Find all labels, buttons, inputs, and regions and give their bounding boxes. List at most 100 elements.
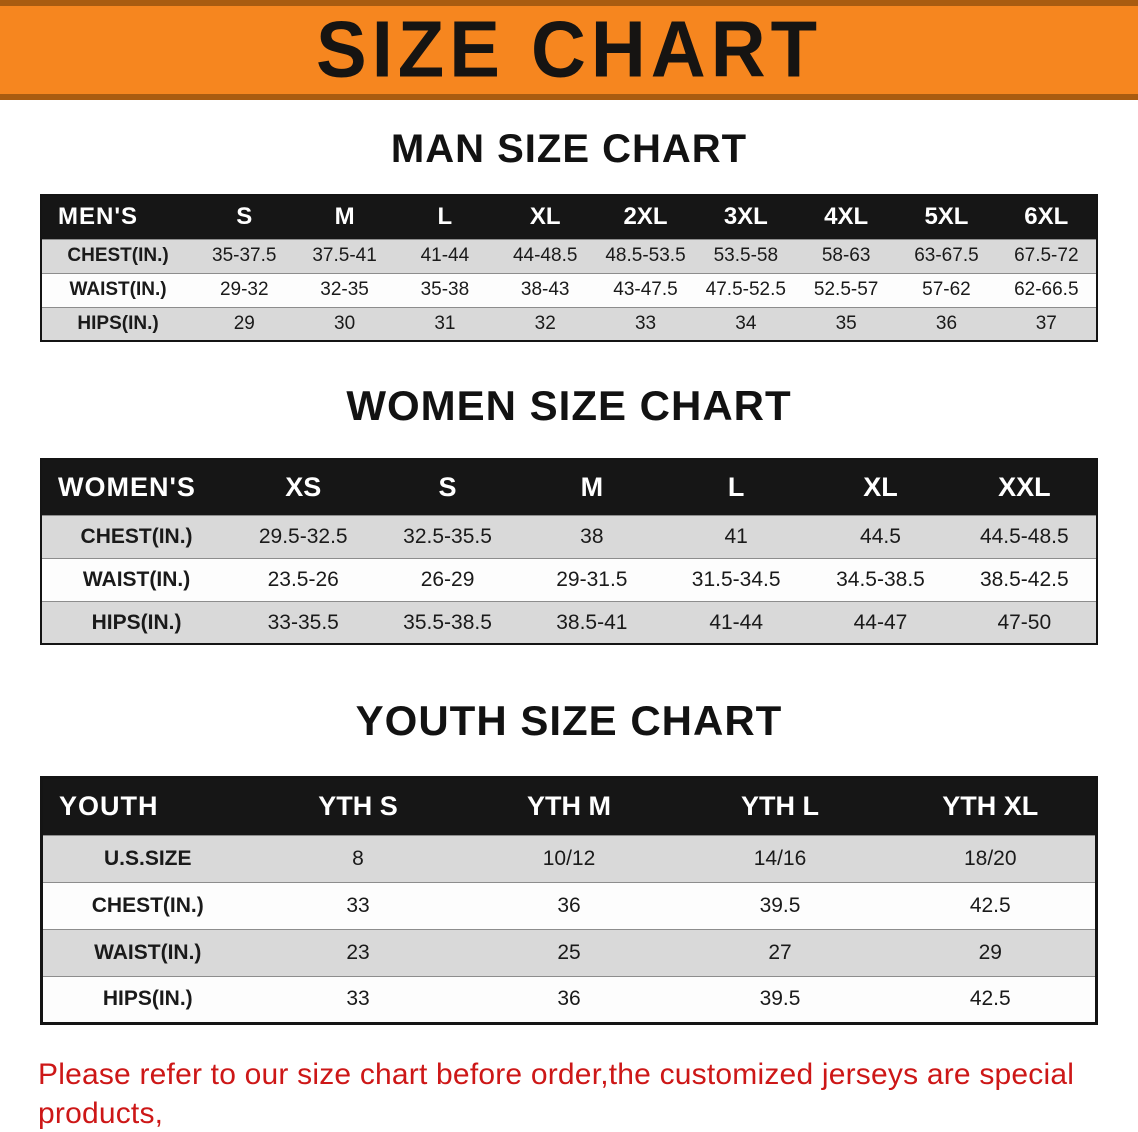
size-column-header: YTH S bbox=[252, 777, 464, 836]
table-header-row: MEN'S S M L XL 2XL 3XL 4XL 5XL 6XL bbox=[41, 195, 1097, 239]
table-row: HIPS(IN.) 33-35.5 35.5-38.5 38.5-41 41-44 44-… bbox=[41, 601, 1097, 645]
size-value-cell: 31 bbox=[434, 312, 456, 334]
size-value-cell: 34 bbox=[735, 312, 757, 334]
size-value-cell: 31.5-34.5 bbox=[691, 567, 781, 591]
men-size-chart-section: MAN SIZE CHART MEN'S S M L XL 2XL 3XL 4XL 5XL 6XL… bbox=[0, 126, 1138, 342]
page-title: SIZE CHART bbox=[316, 4, 822, 95]
size-value-cell: 38.5-42.5 bbox=[979, 567, 1069, 591]
size-column-header: S bbox=[194, 195, 295, 239]
table-row: CHEST(IN.) 35-37.5 37.5-41 41-44 44-48.5 48.5… bbox=[41, 239, 1097, 273]
size-value-cell: 36 bbox=[935, 312, 958, 334]
table-row: CHEST(IN.) 29.5-32.5 32.5-35.5 38 41 44.5 44.5… bbox=[41, 515, 1097, 559]
size-column-header: 6XL bbox=[996, 195, 1097, 239]
row-label: WAIST(IN.) bbox=[69, 279, 167, 300]
youth-size-table: YOUTH YTH S YTH M YTH L YTH XL U.S.SIZE 8 10/12… bbox=[40, 775, 1098, 1025]
size-value-cell: 39.5 bbox=[759, 987, 801, 1011]
size-column-header: L bbox=[664, 459, 809, 516]
women-size-chart-section: WOMEN SIZE CHART WOMEN'S XS S M L XL XXL CHEST(… bbox=[0, 382, 1138, 646]
size-value-cell: 41 bbox=[724, 524, 748, 548]
disclaimer-line-1: Please refer to our size chart before or… bbox=[38, 1057, 1075, 1131]
table-title-cell: MEN'S bbox=[41, 195, 195, 239]
size-value-cell: 29 bbox=[978, 940, 1002, 964]
women-size-table: WOMEN'S XS S M L XL XXL CHEST(IN.) 29.5-32.5 32.5… bbox=[40, 458, 1098, 646]
youth-section-heading: YOUTH SIZE CHART bbox=[355, 697, 783, 745]
table-row: CHEST(IN.) 33 36 39.5 42.5 bbox=[41, 882, 1097, 930]
size-value-cell: 23.5-26 bbox=[267, 567, 339, 591]
size-value-cell: 29.5-32.5 bbox=[258, 524, 348, 548]
size-value-cell: 38.5-41 bbox=[556, 610, 628, 634]
size-value-cell: 44.5-48.5 bbox=[979, 524, 1069, 548]
size-column-header: XS bbox=[231, 459, 376, 516]
row-label: HIPS(IN.) bbox=[77, 312, 159, 334]
size-value-cell: 33 bbox=[346, 987, 370, 1011]
size-value-cell: 42.5 bbox=[969, 987, 1011, 1011]
table-header-row: WOMEN'S XS S M L XL XXL bbox=[41, 459, 1097, 516]
size-value-cell: 29-32 bbox=[219, 279, 269, 300]
row-label: HIPS(IN.) bbox=[91, 610, 182, 634]
size-column-header: YTH XL bbox=[885, 777, 1097, 836]
size-value-cell: 41-44 bbox=[709, 610, 764, 634]
row-label: HIPS(IN.) bbox=[102, 987, 193, 1011]
size-value-cell: 35.5-38.5 bbox=[403, 610, 492, 634]
size-value-cell: 52.5-57 bbox=[813, 279, 879, 300]
size-value-cell: 33 bbox=[346, 893, 370, 917]
table-row: U.S.SIZE 8 10/12 14/16 18/20 bbox=[41, 835, 1097, 883]
men-size-table: MEN'S S M L XL 2XL 3XL 4XL 5XL 6XL CHEST(IN.) 35-37… bbox=[40, 194, 1098, 342]
size-column-header: XXL bbox=[952, 459, 1097, 516]
size-value-cell: 29-31.5 bbox=[556, 567, 628, 591]
table-row: WAIST(IN.) 23.5-26 26-29 29-31.5 31.5-34.5 34… bbox=[41, 558, 1097, 602]
size-column-header: 2XL bbox=[595, 195, 696, 239]
size-value-cell: 41-44 bbox=[420, 245, 470, 266]
size-value-cell: 27 bbox=[768, 940, 792, 964]
size-value-cell: 36 bbox=[557, 987, 581, 1011]
size-value-cell: 42.5 bbox=[969, 893, 1011, 917]
size-column-header: XL bbox=[495, 195, 596, 239]
table-header-row: YOUTH YTH S YTH M YTH L YTH XL bbox=[41, 777, 1097, 836]
size-value-cell: 67.5-72 bbox=[1014, 245, 1079, 266]
size-value-cell: 38 bbox=[580, 524, 604, 548]
size-column-header: 3XL bbox=[695, 195, 796, 239]
table-title-cell: YOUTH bbox=[41, 777, 253, 836]
size-value-cell: 63-67.5 bbox=[914, 245, 979, 266]
size-column-header: YTH L bbox=[674, 777, 886, 836]
size-value-cell: 23 bbox=[346, 940, 370, 964]
table-title-cell: WOMEN'S bbox=[41, 459, 232, 516]
size-value-cell: 30 bbox=[334, 312, 356, 334]
size-value-cell: 39.5 bbox=[759, 893, 801, 917]
row-label: CHEST(IN.) bbox=[80, 524, 193, 548]
size-value-cell: 44-47 bbox=[853, 610, 908, 634]
size-value-cell: 48.5-53.5 bbox=[605, 245, 686, 266]
size-value-cell: 57-62 bbox=[922, 279, 971, 300]
size-column-header: M bbox=[519, 459, 665, 516]
size-value-cell: 34.5-38.5 bbox=[836, 567, 925, 591]
size-column-header: YTH M bbox=[463, 777, 675, 836]
women-section-heading: WOMEN SIZE CHART bbox=[346, 382, 792, 429]
size-value-cell: 14/16 bbox=[753, 846, 807, 870]
size-column-header: 4XL bbox=[795, 195, 897, 239]
row-label: WAIST(IN.) bbox=[94, 940, 202, 964]
size-column-header: M bbox=[294, 195, 395, 239]
size-value-cell: 32 bbox=[534, 312, 556, 334]
size-value-cell: 35 bbox=[835, 312, 857, 334]
size-value-cell: 36 bbox=[557, 893, 581, 917]
table-row: HIPS(IN.) 29 30 31 32 33 34 35 36 37 bbox=[41, 307, 1097, 341]
row-label: U.S.SIZE bbox=[103, 846, 192, 870]
size-value-cell: 37.5-41 bbox=[312, 245, 377, 266]
row-label: CHEST(IN.) bbox=[67, 245, 169, 266]
size-column-header: XL bbox=[808, 459, 953, 516]
size-value-cell: 44-48.5 bbox=[512, 245, 578, 266]
size-value-cell: 8 bbox=[352, 846, 364, 870]
size-value-cell: 26-29 bbox=[420, 567, 475, 591]
size-value-cell: 37 bbox=[1035, 312, 1057, 334]
size-value-cell: 38-43 bbox=[520, 279, 570, 300]
size-value-cell: 10/12 bbox=[542, 846, 596, 870]
size-value-cell: 32-35 bbox=[320, 279, 369, 300]
size-value-cell: 18/20 bbox=[963, 846, 1017, 870]
size-column-header: L bbox=[394, 195, 496, 239]
table-row: HIPS(IN.) 33 36 39.5 42.5 bbox=[41, 976, 1097, 1024]
row-label: WAIST(IN.) bbox=[82, 567, 191, 591]
size-value-cell: 35-38 bbox=[420, 279, 470, 300]
size-value-cell: 44.5 bbox=[860, 524, 901, 548]
table-row: WAIST(IN.) 29-32 32-35 35-38 38-43 43-47.5 47.… bbox=[41, 273, 1097, 307]
size-value-cell: 43-47.5 bbox=[613, 279, 678, 300]
